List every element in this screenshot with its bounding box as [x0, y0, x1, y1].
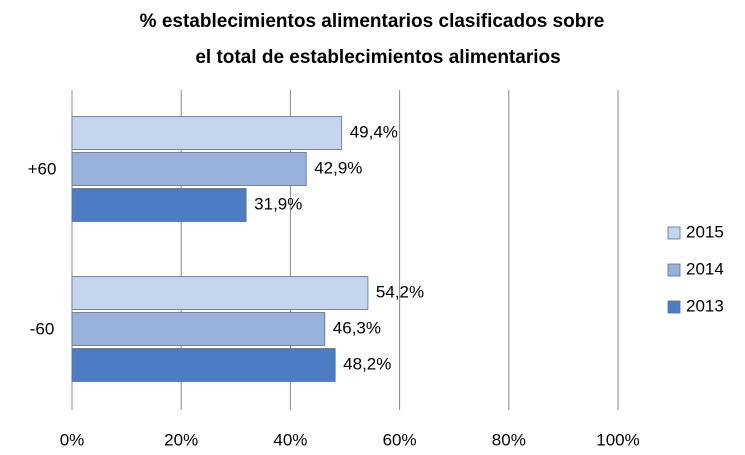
data-label: 49,4%: [350, 122, 398, 141]
data-label: 54,2%: [376, 282, 424, 301]
legend-label: 2013: [686, 296, 724, 315]
legend-label: 2014: [686, 259, 724, 278]
bar: [71, 276, 369, 310]
x-tick-label: 100%: [596, 430, 639, 449]
x-tick-label: 20%: [164, 430, 198, 449]
bar: [71, 188, 247, 222]
legend-swatch: [667, 300, 681, 314]
data-label: 31,9%: [254, 194, 302, 213]
legend-label: 2015: [686, 222, 724, 241]
bar: [71, 312, 326, 346]
chart-title: % establecimientos alimentarios clasific…: [140, 11, 605, 32]
bar: [71, 116, 343, 150]
x-tick-label: 80%: [492, 430, 526, 449]
data-label: 42,9%: [314, 158, 362, 177]
y-tick-label: +60: [28, 159, 57, 178]
y-tick-label: -60: [30, 319, 55, 338]
data-label: 48,2%: [343, 354, 391, 373]
bar: [71, 348, 336, 382]
bar: [71, 152, 307, 186]
data-label: 46,3%: [333, 318, 381, 337]
legend-swatch: [667, 263, 681, 277]
legend-swatch: [667, 226, 681, 240]
x-tick-label: 40%: [273, 430, 307, 449]
x-tick-label: 0%: [60, 430, 85, 449]
chart-title: el total de establecimientos alimentario…: [195, 47, 560, 68]
x-tick-label: 60%: [383, 430, 417, 449]
